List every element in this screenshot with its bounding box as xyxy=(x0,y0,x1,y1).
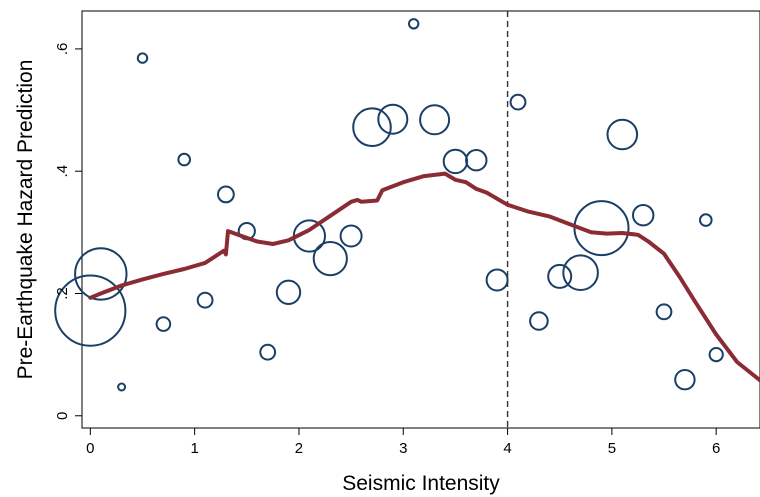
scatter-point-5 xyxy=(177,152,191,167)
scatter-point-1 xyxy=(74,247,128,301)
x-tick-label-6: 6 xyxy=(712,440,720,457)
scatter-point-27 xyxy=(632,204,655,227)
scatter-point-3 xyxy=(136,52,149,64)
scatter-point-0 xyxy=(54,274,127,347)
scatter-point-30 xyxy=(699,213,713,227)
y-tick-label-0: 0 xyxy=(54,412,71,420)
scatter-point-14 xyxy=(352,107,392,147)
scatter-point-31 xyxy=(708,347,724,363)
scatter-point-24 xyxy=(562,254,599,292)
scatter-point-28 xyxy=(655,303,673,321)
x-axis-title: Seismic Intensity xyxy=(342,472,500,495)
scatter-point-29 xyxy=(674,369,696,391)
scatter-point-21 xyxy=(509,93,527,111)
scatter-point-23 xyxy=(547,263,573,289)
scatter-point-9 xyxy=(259,343,277,361)
scatter-point-15 xyxy=(377,103,409,135)
fit-line-layer xyxy=(88,171,760,383)
fit-line xyxy=(88,171,760,383)
scatter-point-16 xyxy=(408,18,420,30)
x-tick-label-3: 3 xyxy=(399,440,407,457)
scatter-point-19 xyxy=(465,149,488,172)
x-tick-label-4: 4 xyxy=(503,440,511,457)
y-axis-title: Pre-Earthquake Hazard Prediction xyxy=(14,60,37,380)
scatter-point-20 xyxy=(485,268,509,292)
scatter-point-12 xyxy=(312,241,348,277)
x-tick-label-2: 2 xyxy=(295,440,303,457)
plot-area xyxy=(81,10,760,429)
scatter-point-2 xyxy=(117,382,127,392)
axes: 0 1 2 3 4 5 6 0 .2 .4 .6 xyxy=(54,43,720,457)
y-tick-label-1: .2 xyxy=(54,287,71,300)
y-tick-label-2: .4 xyxy=(54,165,71,178)
plot-frame xyxy=(81,10,760,429)
scatter-point-17 xyxy=(419,104,451,136)
scatter-point-6 xyxy=(196,291,214,309)
x-tick-label-1: 1 xyxy=(190,440,198,457)
scatter-point-7 xyxy=(217,185,235,204)
scatter-point-26 xyxy=(606,118,639,151)
x-tick-label-5: 5 xyxy=(608,440,616,457)
y-tick-label-3: .6 xyxy=(54,43,71,56)
scatter-point-13 xyxy=(339,224,363,248)
scatter-point-10 xyxy=(275,279,302,305)
scatter-point-4 xyxy=(155,316,172,332)
scatter-point-22 xyxy=(529,311,549,331)
x-tick-label-0: 0 xyxy=(86,440,94,457)
scatter-markers xyxy=(54,18,724,392)
